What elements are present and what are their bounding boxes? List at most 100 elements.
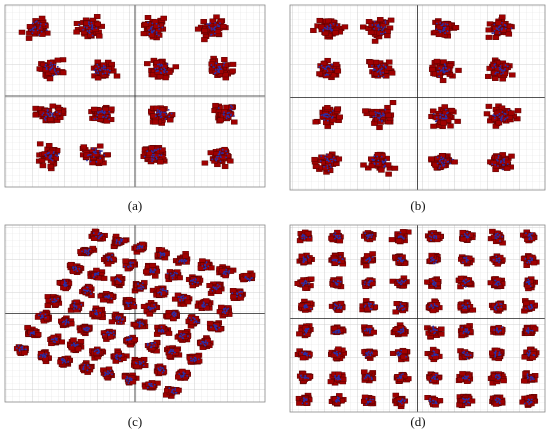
sample [119, 317, 121, 319]
sample [435, 282, 437, 284]
sample [96, 115, 98, 117]
sample [87, 328, 89, 330]
sample [48, 153, 50, 155]
sample [159, 154, 161, 156]
sample [126, 339, 128, 341]
sample [113, 331, 115, 333]
sample [228, 112, 230, 114]
sample [143, 361, 145, 363]
sample [447, 30, 449, 32]
sample [183, 262, 185, 264]
sample [443, 164, 445, 166]
sample [501, 160, 503, 162]
sample [158, 28, 160, 30]
sample [88, 252, 90, 254]
sample [301, 235, 303, 237]
panel: (a) [5, 5, 265, 213]
symbol [372, 39, 378, 44]
sample [136, 363, 138, 365]
sample [55, 154, 57, 156]
sample [437, 157, 439, 159]
sample [499, 234, 501, 236]
sample [206, 304, 208, 306]
symbol [441, 60, 447, 65]
sample [159, 110, 161, 112]
sample [384, 109, 386, 111]
sample [222, 311, 224, 313]
sample [197, 282, 199, 284]
sample [101, 67, 103, 69]
sample [380, 73, 382, 75]
symbol [376, 162, 382, 167]
sample [21, 346, 23, 348]
sample [182, 335, 184, 337]
sample [373, 116, 375, 118]
sample [45, 314, 47, 316]
sample [335, 259, 337, 261]
sample [442, 158, 444, 160]
sample [447, 24, 449, 26]
sample [50, 299, 52, 301]
sample [384, 165, 386, 167]
sample [529, 260, 531, 262]
symbol [496, 21, 502, 26]
sample [162, 372, 164, 374]
cluster [456, 276, 474, 289]
sample [86, 160, 88, 162]
symbol [74, 30, 80, 35]
sample [436, 23, 438, 25]
symbol [123, 259, 129, 264]
sample [366, 235, 368, 237]
sample [53, 341, 55, 343]
symbol [75, 347, 81, 352]
sample [98, 350, 100, 352]
symbol [157, 74, 163, 79]
sample [160, 148, 162, 150]
sample [46, 29, 48, 31]
sample [161, 111, 163, 113]
sample [171, 113, 173, 115]
sample [151, 156, 153, 158]
sample [99, 312, 101, 314]
symbol [302, 286, 308, 291]
sample [152, 23, 154, 25]
sample [528, 237, 530, 239]
symbol [19, 30, 25, 35]
sample [335, 232, 337, 234]
sample [194, 361, 196, 363]
sample [433, 281, 435, 283]
sample [381, 156, 383, 158]
symbol [363, 264, 369, 269]
sample [327, 116, 329, 118]
sample [74, 266, 76, 268]
sample [214, 73, 216, 75]
sample [525, 232, 527, 234]
sample [212, 66, 214, 68]
sample [218, 327, 220, 329]
sample [195, 359, 197, 361]
sample [92, 35, 94, 37]
symbol [361, 163, 367, 168]
sample [497, 115, 499, 117]
sample [157, 148, 159, 150]
cluster [207, 282, 225, 296]
symbol [96, 34, 102, 39]
sample [439, 167, 441, 169]
sample [190, 357, 192, 359]
sample [498, 29, 500, 31]
sample [183, 375, 185, 377]
sample [531, 258, 533, 260]
sample [140, 285, 142, 287]
sample [333, 23, 335, 25]
sample [175, 392, 177, 394]
sample [119, 359, 121, 361]
sample [105, 374, 107, 376]
sample [331, 64, 333, 66]
symbol [201, 37, 207, 42]
symbol [362, 109, 368, 114]
sample [139, 247, 141, 249]
sample [73, 344, 75, 346]
sample [148, 383, 150, 385]
sample [466, 261, 468, 263]
sample [447, 161, 449, 163]
